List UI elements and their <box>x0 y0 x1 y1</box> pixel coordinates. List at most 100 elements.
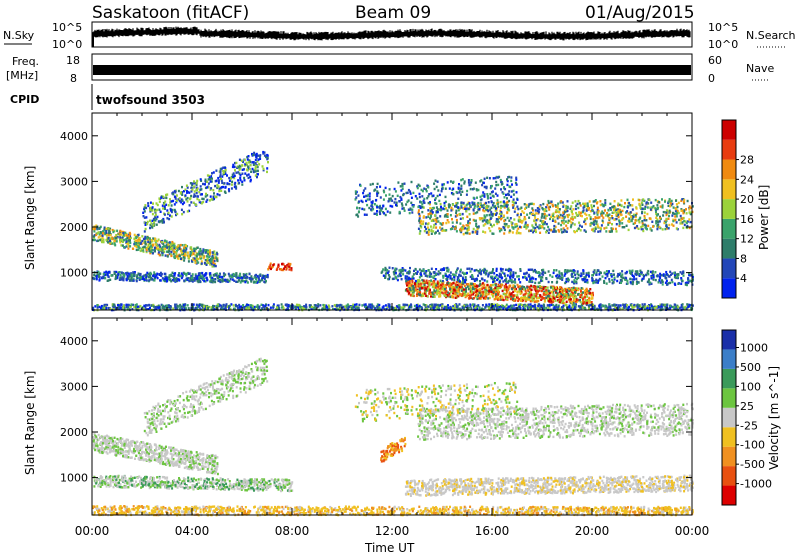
scatter-cell <box>568 287 570 291</box>
scatter-cell <box>150 239 153 242</box>
scatter-cell <box>598 216 601 219</box>
scatter-cell <box>186 186 189 189</box>
scatter-cell <box>439 272 442 275</box>
scatter-cell <box>470 293 473 297</box>
scatter-cell <box>441 288 444 291</box>
scatter-cell <box>202 248 205 251</box>
scatter-cell <box>152 237 155 240</box>
scatter-cell <box>438 232 441 235</box>
scatter-cell <box>510 281 513 284</box>
scatter-cell <box>199 247 202 251</box>
scatter-cell <box>576 277 578 281</box>
scatter-cell <box>404 277 407 280</box>
scatter-cell <box>488 296 491 300</box>
scatter-cell <box>496 307 499 310</box>
scatter-cell <box>194 258 197 262</box>
scatter-cell <box>612 269 615 273</box>
scatter-cell <box>249 180 252 183</box>
scatter-cell <box>496 305 499 308</box>
scatter-cell <box>154 219 157 222</box>
scatter-cell <box>185 198 188 201</box>
scatter-cell <box>507 269 510 273</box>
scatter-cell <box>576 287 579 290</box>
scatter-cell <box>202 200 205 204</box>
scatter-cell <box>507 281 510 284</box>
scatter-cell <box>182 271 185 275</box>
scatter-cell <box>506 200 509 204</box>
scatter-cell <box>435 284 438 287</box>
scatter-cell <box>177 248 179 251</box>
scatter-cell <box>488 289 491 293</box>
scatter-cell <box>209 280 212 283</box>
scatter-cell <box>561 287 564 291</box>
scatter-cell <box>327 304 330 307</box>
scatter-cell <box>137 248 140 251</box>
scatter-cell <box>204 258 207 262</box>
scatter-cell <box>411 294 414 297</box>
scatter-cell <box>198 199 201 202</box>
scatter-cell <box>670 199 673 203</box>
scatter-cell <box>119 239 122 242</box>
scatter-cell <box>451 273 454 276</box>
scatter-cell <box>451 277 453 280</box>
scatter-cell <box>282 307 285 310</box>
scatter-cell <box>408 291 411 295</box>
scatter-cell <box>319 304 322 307</box>
scatter-cell <box>143 210 146 213</box>
scatter-cell <box>261 165 264 168</box>
scatter-cell <box>417 211 420 214</box>
scatter-cell <box>158 208 161 211</box>
scatter-cell <box>324 307 327 310</box>
nsky-label: N.Sky <box>3 29 35 42</box>
scatter-cell <box>323 306 325 309</box>
scatter-cell <box>276 306 278 309</box>
scatter-cell <box>208 176 211 179</box>
scatter-cell <box>141 246 144 249</box>
scatter-cell <box>667 204 670 207</box>
scatter-cell <box>667 307 670 310</box>
scatter-cell <box>580 287 583 290</box>
scatter-cell <box>685 307 688 310</box>
scatter-cell <box>137 306 140 310</box>
scatter-cell <box>538 281 541 284</box>
scatter-cell <box>579 295 582 299</box>
scatter-cell <box>260 303 263 306</box>
scatter-cell <box>477 274 479 277</box>
scatter-cell <box>604 276 607 280</box>
scatter-cell <box>621 273 624 276</box>
scatter-cell <box>135 275 138 279</box>
scatter-cell <box>165 203 168 206</box>
scatter-cell <box>447 294 450 297</box>
scatter-cell <box>400 278 403 281</box>
scatter-cell <box>96 273 99 276</box>
scatter-cell <box>112 306 115 309</box>
scatter-cell <box>510 278 513 282</box>
scatter-cell <box>252 153 255 157</box>
scatter-cell <box>251 161 254 164</box>
scatter-cell <box>190 186 193 190</box>
nsky-strip: N.Sky 10^5 10^0 10^5 10^0 N.Search <box>3 21 796 51</box>
scatter-cell <box>148 272 150 276</box>
scatter-cell <box>587 307 590 310</box>
scatter-cell <box>625 307 628 310</box>
scatter-cell <box>99 225 102 229</box>
scatter-cell <box>387 305 390 308</box>
scatter-cell <box>138 239 141 243</box>
scatter-cell <box>673 276 676 279</box>
scatter-cell <box>537 299 540 303</box>
scatter-cell <box>546 203 549 207</box>
scatter-cell <box>563 289 566 292</box>
scatter-cell <box>232 304 235 307</box>
scatter-cell <box>639 272 642 276</box>
scatter-cell <box>514 223 517 226</box>
scatter-cell <box>455 202 458 205</box>
scatter-cell <box>443 307 446 311</box>
scatter-cell <box>117 304 119 307</box>
scatter-cell <box>547 225 550 229</box>
scatter-cell <box>162 306 165 310</box>
scatter-cell <box>151 206 154 209</box>
scatter-cell <box>477 294 480 297</box>
scatter-cell <box>505 303 508 306</box>
scatter-cell <box>533 294 536 297</box>
scatter-cell <box>512 290 515 294</box>
